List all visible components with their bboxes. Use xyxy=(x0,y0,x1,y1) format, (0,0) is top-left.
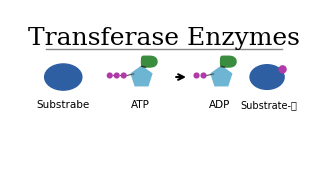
Ellipse shape xyxy=(250,65,284,89)
Text: ADP: ADP xyxy=(209,100,230,110)
Text: Substrate-Ⓟ: Substrate-Ⓟ xyxy=(240,100,297,110)
Circle shape xyxy=(194,72,200,79)
Circle shape xyxy=(107,72,113,79)
Polygon shape xyxy=(141,56,157,67)
Text: Transferase Enzymes: Transferase Enzymes xyxy=(28,27,300,50)
Circle shape xyxy=(200,72,207,79)
Circle shape xyxy=(279,66,286,73)
Circle shape xyxy=(114,72,120,79)
Ellipse shape xyxy=(45,64,82,90)
Polygon shape xyxy=(131,66,152,86)
Polygon shape xyxy=(220,56,236,67)
Polygon shape xyxy=(211,66,232,86)
Circle shape xyxy=(121,72,127,79)
Text: Substrabe: Substrabe xyxy=(36,100,90,110)
Text: ATP: ATP xyxy=(131,100,149,110)
